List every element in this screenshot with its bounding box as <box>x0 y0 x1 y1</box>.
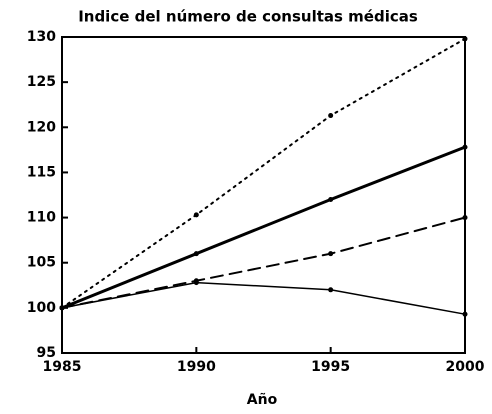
series-point <box>59 305 65 311</box>
series-line <box>61 281 466 315</box>
series-point <box>462 36 468 42</box>
series-line <box>61 37 466 309</box>
series-line <box>61 216 466 309</box>
series-point <box>328 251 334 257</box>
series-point <box>462 144 468 150</box>
series-line <box>60 145 467 310</box>
series-point <box>193 251 199 257</box>
x-tick-label: 1995 <box>311 359 350 375</box>
plot-frame <box>61 36 466 354</box>
y-tick-label: 110 <box>27 210 56 226</box>
chart-title: Indice del número de consultas médicas <box>78 8 418 26</box>
series-point <box>328 113 334 119</box>
series-point <box>328 197 334 203</box>
series-point <box>462 311 468 317</box>
y-tick-label: 95 <box>37 345 56 361</box>
x-tick-label: 1985 <box>43 359 82 375</box>
series-point <box>462 215 468 221</box>
y-tick-label: 130 <box>27 29 56 45</box>
x-tick-label: 2000 <box>446 359 485 375</box>
x-axis-label: Año <box>247 392 278 408</box>
y-tick-label: 125 <box>27 74 56 90</box>
series-point <box>328 287 334 293</box>
x-tick-label: 1990 <box>177 359 216 375</box>
y-tick-label: 105 <box>27 255 56 271</box>
series-point <box>193 280 199 286</box>
y-tick-label: 115 <box>27 164 56 180</box>
y-tick-label: 120 <box>27 119 56 135</box>
y-tick-label: 100 <box>27 300 56 316</box>
series-point <box>193 212 199 218</box>
